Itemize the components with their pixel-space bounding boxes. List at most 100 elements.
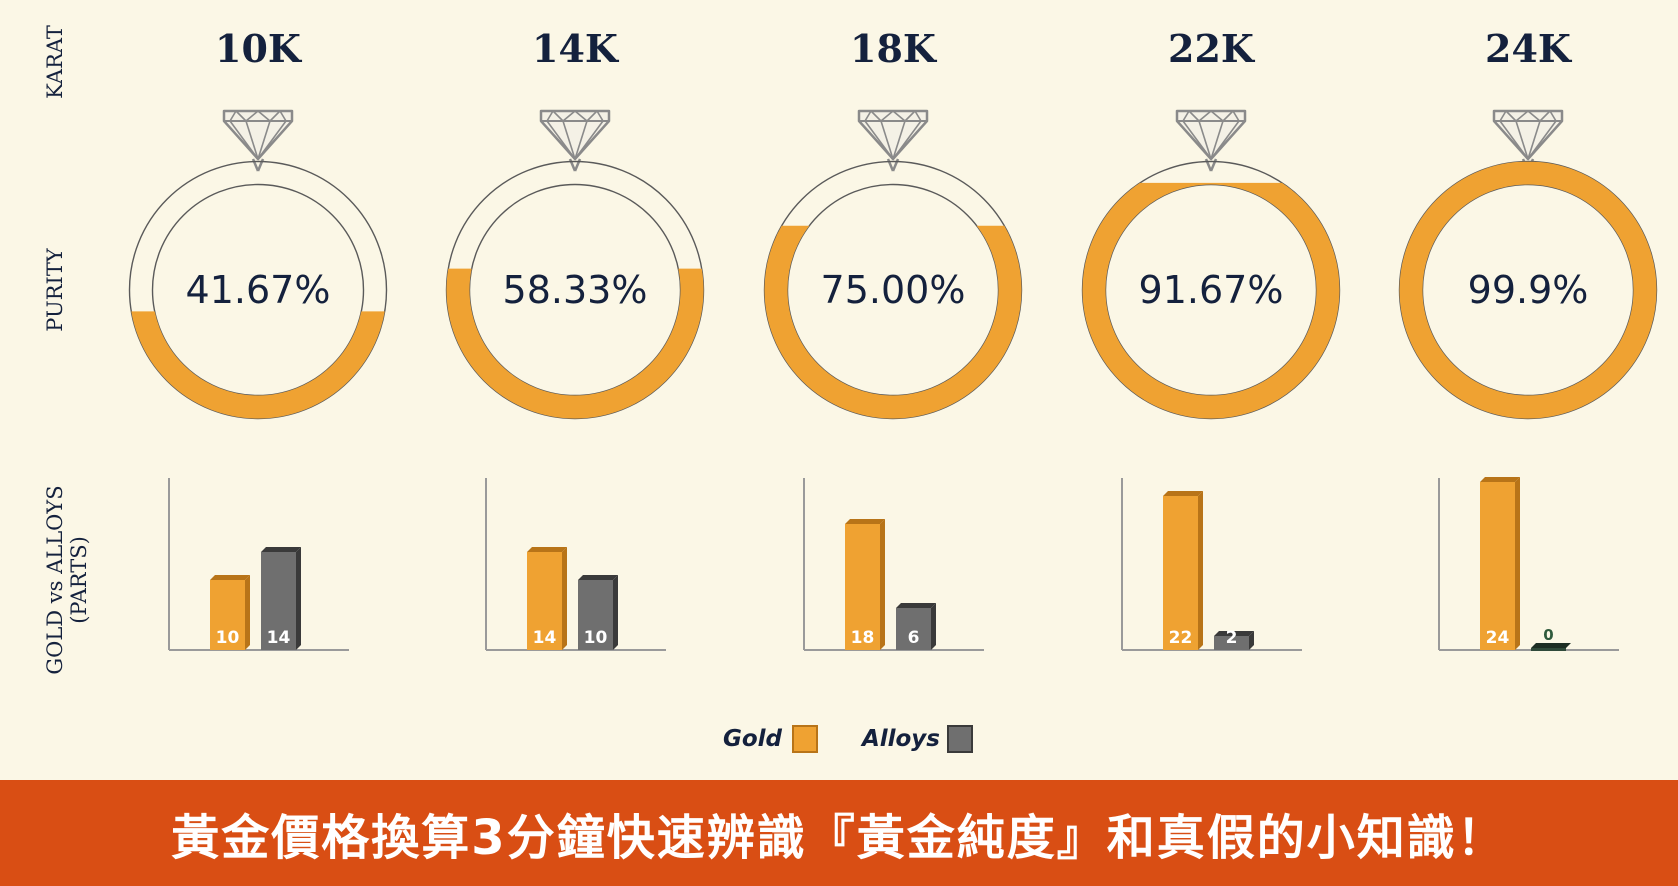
gold-bar-value-label: 18	[851, 628, 875, 648]
diamond-facet	[892, 120, 922, 160]
diamond-facet	[870, 110, 882, 122]
diamond-facet	[574, 120, 604, 160]
row-label-karat: KARAT	[43, 25, 67, 99]
gold-bar: 10	[210, 575, 250, 650]
karat-column: 14K 58.33% 14 10	[445, 26, 705, 651]
gold-bar-side	[880, 519, 885, 650]
diamond-facet	[245, 110, 259, 122]
alloys-bar: 6	[896, 603, 936, 650]
diamond-facet	[1499, 110, 1507, 122]
diamond-prong	[251, 158, 260, 172]
diamond-icon	[222, 109, 294, 172]
alloys-bar: 10	[578, 575, 618, 650]
alloys-bar: 14	[261, 547, 301, 650]
diamond-outline	[539, 109, 611, 161]
alloys-bar-top	[896, 603, 936, 608]
diamond-facet	[546, 110, 554, 122]
alloys-bar-side	[613, 575, 618, 650]
alloys-bar-face	[578, 580, 613, 650]
diamond-facet	[1549, 110, 1557, 122]
diamond-facet	[574, 120, 588, 160]
diamond-facet	[1527, 120, 1541, 160]
karat-label: 14K	[532, 26, 620, 71]
karat-label: 24K	[1485, 26, 1573, 71]
diamond-prong	[886, 158, 895, 172]
gold-bar-value-label: 14	[533, 628, 557, 648]
gold-bar-face	[210, 580, 245, 650]
diamond-prong	[1209, 158, 1218, 172]
gold-bar-face	[527, 552, 562, 650]
karat-column: 10K 41.67% 10 14	[128, 26, 388, 651]
diamond-icon	[1175, 109, 1247, 172]
gold-bar: 18	[845, 519, 885, 650]
ring-gold-fill	[1082, 182, 1340, 419]
diamond-facet	[257, 110, 271, 122]
alloys-bar: 0	[1531, 626, 1571, 651]
alloys-bar-side	[296, 547, 301, 650]
diamond-facet	[1232, 110, 1240, 122]
diamond-facet	[1527, 110, 1541, 122]
gold-bar: 14	[527, 547, 567, 650]
diamond-prong	[568, 158, 577, 172]
banner-text: 黃金價格換算3分鐘快速辨識『黃金純度』和真假的小知識！	[171, 810, 1507, 866]
ring-gold-fill	[764, 225, 1022, 419]
diamond-facet	[586, 110, 598, 122]
legend-alloys-label: Alloys	[860, 726, 940, 752]
row-label-purity: PURITY	[43, 247, 67, 332]
karat-label: 10K	[215, 26, 303, 71]
gold-bar-value-label: 10	[216, 628, 240, 648]
legend: Gold Alloys	[723, 725, 973, 753]
diamond-outline	[222, 109, 294, 161]
karat-column: 24K 99.9% 24 0	[1398, 26, 1658, 651]
diamond-facet	[257, 120, 287, 160]
promo-banner: 黃金價格換算3分鐘快速辨識『黃金純度』和真假的小知識！	[0, 780, 1678, 886]
diamond-facet	[1222, 110, 1234, 122]
diamond-facet	[574, 110, 588, 122]
gold-bar-top	[1480, 477, 1520, 482]
diamond-facet	[864, 120, 894, 160]
diamond-outline	[1175, 109, 1247, 161]
alloys-bar-side	[931, 603, 936, 650]
purity-ring: 99.9%	[1398, 160, 1658, 420]
karat-label: 22K	[1168, 26, 1256, 71]
purity-value-label: 58.33%	[503, 268, 648, 312]
alloys-bar-value-label: 2	[1226, 628, 1238, 648]
diamond-facet	[1515, 120, 1529, 160]
diamond-facet	[1210, 120, 1224, 160]
ring-gold-fill	[446, 268, 704, 419]
diamond-facet	[546, 120, 576, 160]
diamond-facet	[880, 120, 894, 160]
alloys-bar-top	[578, 575, 618, 580]
gold-bar-side	[1515, 477, 1520, 650]
alloys-bar-face	[896, 608, 931, 650]
purity-ring: 58.33%	[445, 160, 705, 420]
diamond-facet	[1539, 110, 1551, 122]
diamond-facet	[257, 120, 271, 160]
gold-bar: 22	[1163, 491, 1203, 650]
gold-bar-top	[1163, 491, 1203, 496]
gold-bar: 24	[1480, 477, 1520, 650]
gold-bar-face	[1163, 496, 1198, 650]
purity-ring: 91.67%	[1081, 160, 1341, 420]
diamond-facet	[562, 120, 576, 160]
alloys-bar-face	[1214, 636, 1249, 650]
diamond-facet	[1198, 110, 1212, 122]
legend-alloys-swatch	[947, 725, 973, 753]
gold-bar-top	[210, 575, 250, 580]
diamond-facet	[880, 110, 894, 122]
gold-bar-side	[245, 575, 250, 650]
purity-value-label: 91.67%	[1139, 268, 1284, 312]
diamond-facet	[1198, 120, 1212, 160]
gold-bar-value-label: 22	[1169, 628, 1193, 648]
diamond-facet	[229, 120, 259, 160]
gold-bar-top	[527, 547, 567, 552]
diamond-facet	[1182, 110, 1190, 122]
gold-bar-side	[1198, 491, 1203, 650]
diamond-facet	[1182, 120, 1212, 160]
row-label-gold-vs-alloys: GOLD vs ALLOYS	[43, 485, 67, 674]
diamond-facet	[1210, 110, 1224, 122]
alloys-bar-face	[261, 552, 296, 650]
diamond-facet	[1499, 120, 1529, 160]
alloys-bar-top	[261, 547, 301, 552]
gold-bar-side	[562, 547, 567, 650]
